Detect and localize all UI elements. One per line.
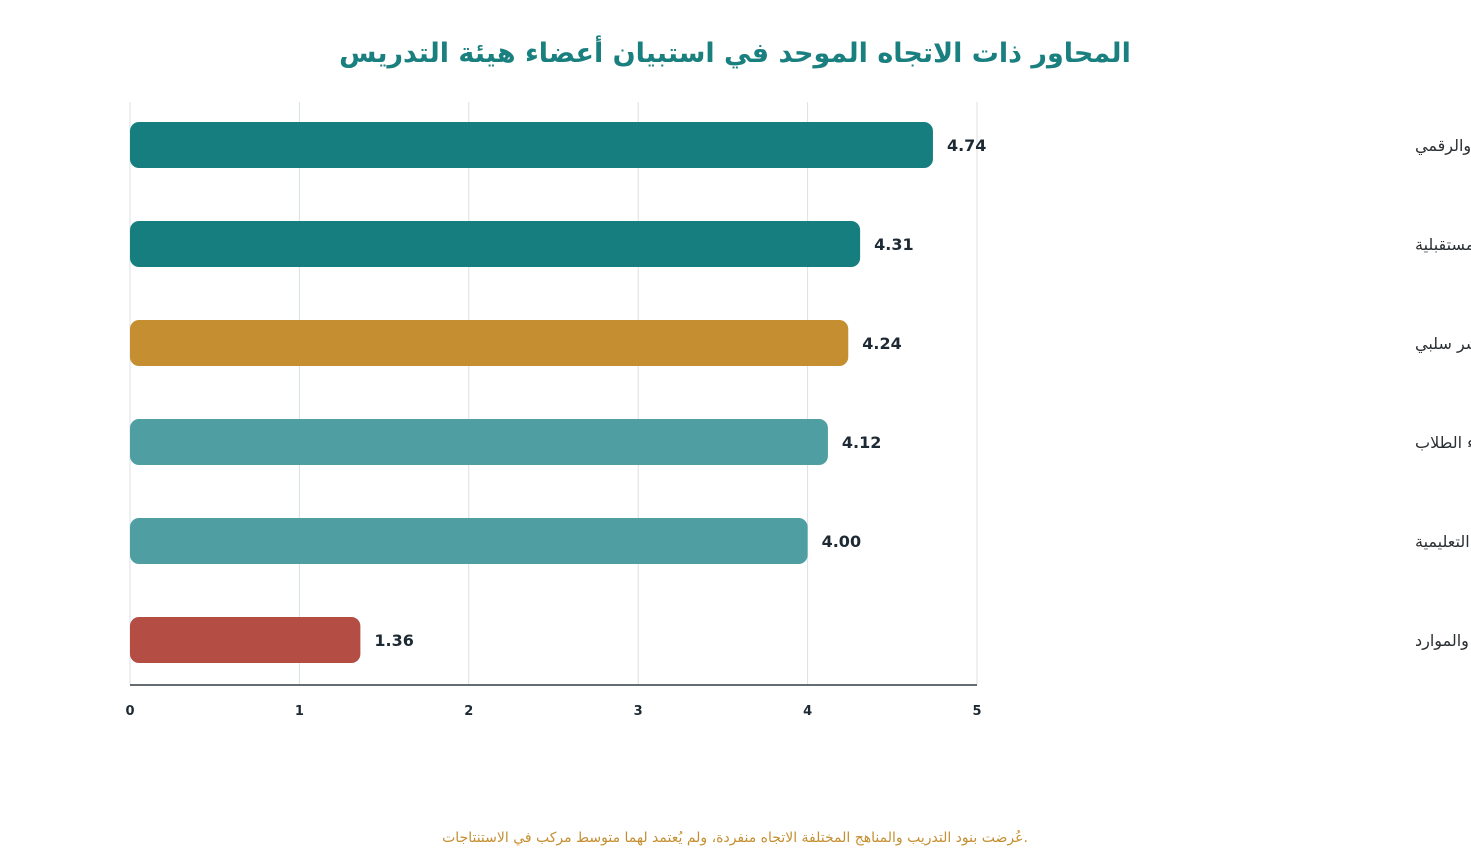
category-label-3: التحديات والمعوقات، مؤشر سلبي — [1415, 334, 1471, 354]
footnote: عُرضت بنود التدريب والمناهج المختلفة الا… — [442, 830, 1028, 846]
category-label-4: أثر البرامج في أداء الطلاب — [1415, 432, 1471, 453]
x-tick-label-1: 1 — [295, 704, 304, 719]
category-label-5: أثر البرامج في العملية التعليمية — [1415, 531, 1471, 552]
category-label-6: البنية التحتية والموارد — [1415, 631, 1471, 651]
value-label-5: 4.00 — [822, 532, 861, 551]
chart-title: المحاور ذات الاتجاه الموحد في استبيان أع… — [339, 35, 1131, 69]
x-tick-label-3: 3 — [634, 704, 643, 719]
x-axis: 0 1 2 3 4 5 — [125, 684, 982, 719]
bar-3 — [130, 320, 849, 366]
bar-2 — [130, 221, 861, 267]
x-tick-label-2: 2 — [464, 704, 473, 719]
bar-6 — [130, 617, 361, 663]
bar-4 — [130, 419, 828, 465]
x-tick-label-4: 4 — [803, 704, 812, 719]
bar-5 — [130, 518, 808, 564]
bar-1 — [130, 122, 933, 168]
value-label-1: 4.74 — [947, 136, 986, 155]
category-label-1: تكامل الرسم اليدوي والرقمي — [1415, 136, 1471, 156]
x-tick-label-0: 0 — [125, 704, 134, 719]
x-tick-label-5: 5 — [972, 704, 981, 719]
value-label-6: 1.36 — [374, 631, 413, 650]
value-label-2: 4.31 — [874, 235, 913, 254]
value-label-4: 4.12 — [842, 433, 881, 452]
category-labels: تكامل الرسم اليدوي والرقمي الرؤية المستقب… — [1415, 136, 1471, 651]
grid-lines — [129, 102, 978, 685]
value-label-3: 4.24 — [862, 334, 901, 353]
category-label-2: الرؤية المستقبلية — [1415, 235, 1471, 255]
bars: 4.74 4.31 4.24 4.12 4.00 1.36 — [130, 122, 986, 663]
